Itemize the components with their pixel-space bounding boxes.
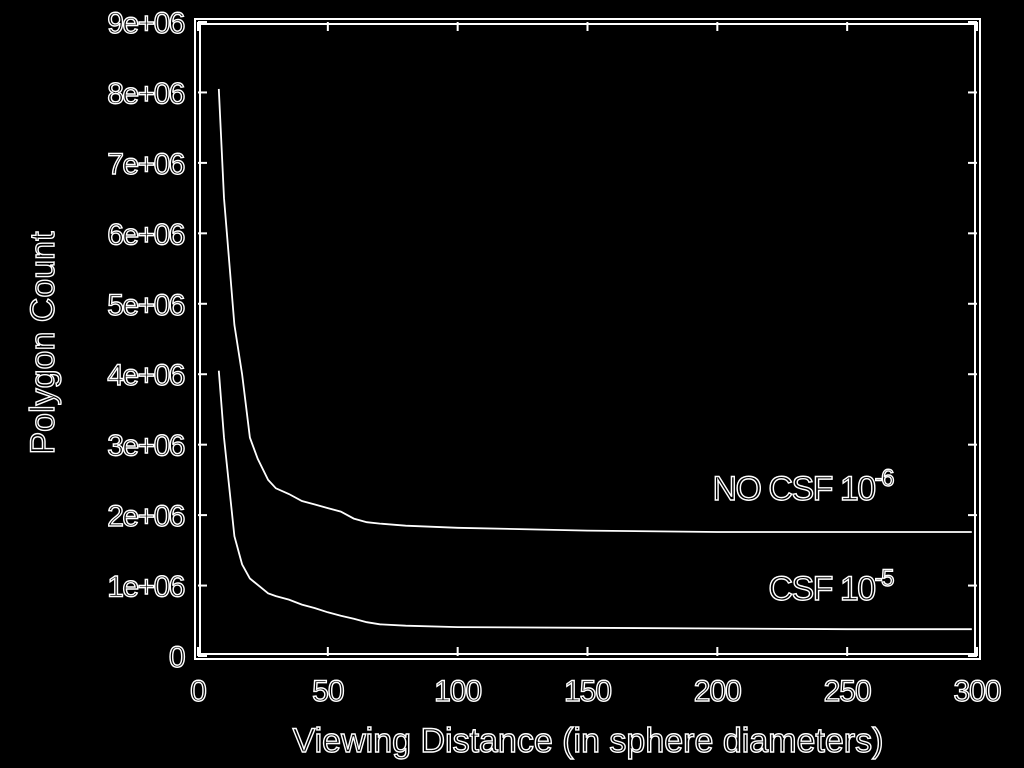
- x-tick-label: 100: [434, 675, 481, 708]
- y-axis-label: Polygon Count: [24, 231, 62, 455]
- axis-ticks: [197, 21, 978, 657]
- series-lines: [217, 88, 972, 631]
- y-tick-label: 7e+06: [107, 148, 185, 181]
- y-tick-label: 6e+06: [107, 218, 185, 251]
- axis-tick-labels: 0 1e+06 2e+06 3e+06 4e+06 5e+06 6e+06 7e+06 8e+0…: [107, 6, 1003, 708]
- x-tick-label: 300: [953, 675, 1000, 708]
- series-label-0: NO CSF 10-6: [712, 465, 894, 508]
- y-tick-label: 0: [169, 641, 185, 674]
- x-tick-label: 200: [694, 675, 741, 708]
- y-tick-label: 5e+06: [107, 289, 185, 322]
- y-tick-label: 9e+06: [107, 7, 185, 40]
- y-tick-label: 3e+06: [107, 430, 185, 463]
- series-label-exponent: -6: [875, 465, 894, 492]
- y-tick-label: 2e+06: [107, 500, 185, 533]
- x-tick-label: 0: [190, 675, 206, 708]
- y-tick-label: 1e+06: [107, 571, 185, 604]
- x-tick-label: 150: [564, 675, 611, 708]
- x-tick-label: 250: [824, 675, 871, 708]
- plot-border-outer: [194, 18, 981, 660]
- series-line-0: [217, 88, 972, 533]
- y-tick-label: 4e+06: [107, 359, 185, 392]
- x-tick-label: 50: [312, 675, 344, 708]
- series-label-exponent: -5: [875, 565, 894, 592]
- series-line-1: [217, 370, 972, 631]
- y-tick-label: 8e+06: [107, 77, 185, 110]
- x-axis-label: Viewing Distance (in sphere diameters): [293, 722, 884, 760]
